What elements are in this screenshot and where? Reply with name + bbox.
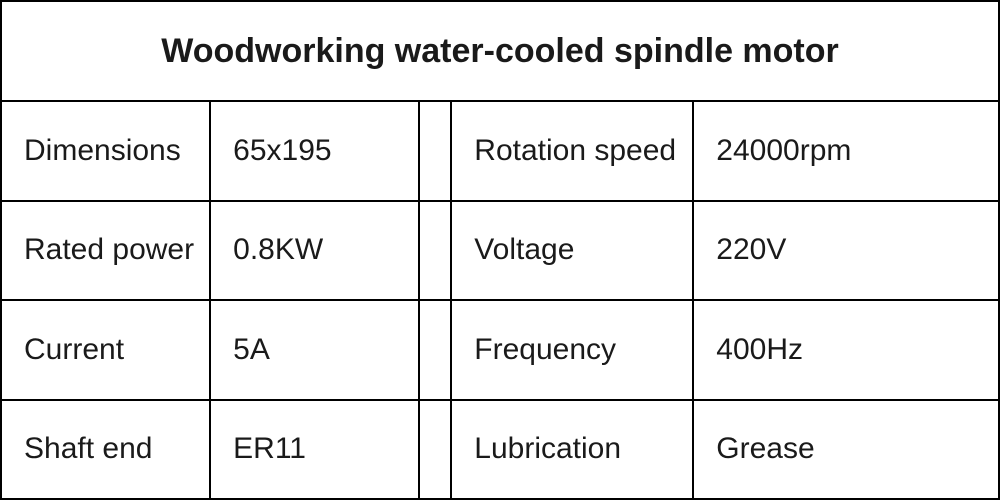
column-gap — [420, 401, 450, 499]
spec-label: Voltage — [450, 202, 694, 300]
column-gap — [420, 202, 450, 300]
table-row: Shaft end ER11 Lubrication Grease — [2, 401, 998, 500]
table-title: Woodworking water-cooled spindle motor — [2, 2, 998, 102]
table-row: Rated power 0.8KW Voltage 220V — [2, 202, 998, 302]
spec-value: 220V — [694, 202, 998, 300]
spec-table: Woodworking water-cooled spindle motor D… — [0, 0, 1000, 500]
table-row: Dimensions 65x195 Rotation speed 24000rp… — [2, 102, 998, 202]
spec-label: Shaft end — [2, 401, 211, 499]
spec-value: 400Hz — [694, 301, 998, 399]
spec-label: Lubrication — [450, 401, 694, 499]
spec-value: 65x195 — [211, 102, 420, 200]
spec-value: ER11 — [211, 401, 420, 499]
spec-label: Rated power — [2, 202, 211, 300]
spec-label: Rotation speed — [450, 102, 694, 200]
spec-label: Dimensions — [2, 102, 211, 200]
spec-value: 0.8KW — [211, 202, 420, 300]
spec-value: 5A — [211, 301, 420, 399]
spec-value: 24000rpm — [694, 102, 998, 200]
spec-label: Current — [2, 301, 211, 399]
spec-label: Frequency — [450, 301, 694, 399]
table-row: Current 5A Frequency 400Hz — [2, 301, 998, 401]
column-gap — [420, 102, 450, 200]
spec-value: Grease — [694, 401, 998, 499]
column-gap — [420, 301, 450, 399]
